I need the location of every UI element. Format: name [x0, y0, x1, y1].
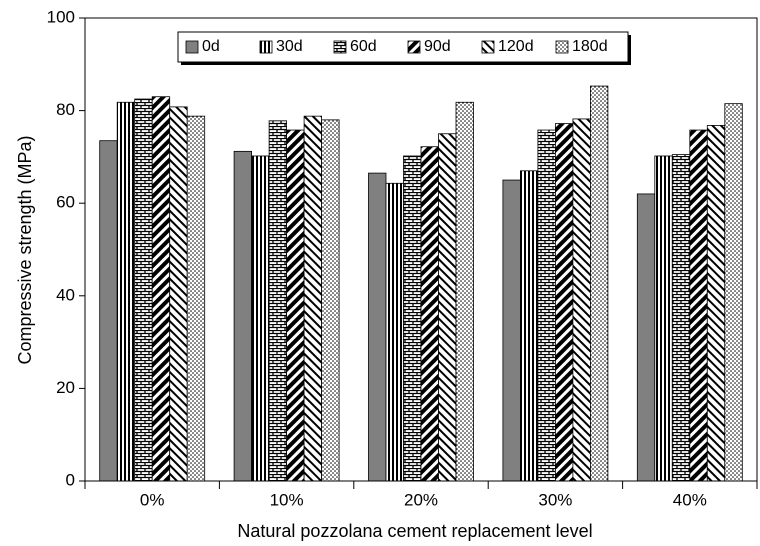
x-tick-label: 40%: [673, 490, 707, 509]
bar: [572, 118, 591, 482]
bar: [368, 172, 387, 482]
bar: [502, 179, 521, 482]
plot-frame: [84, 17, 758, 482]
bar: [169, 106, 188, 482]
legend-swatch: [481, 40, 495, 54]
bar: [455, 101, 474, 482]
bar: [268, 120, 288, 482]
bar: [403, 155, 422, 482]
legend-swatch: [407, 40, 421, 54]
x-tick-label: 30%: [538, 490, 572, 509]
legend-label: 30d: [276, 38, 303, 55]
bar: [286, 129, 305, 482]
bar: [520, 170, 539, 482]
bar: [116, 101, 136, 482]
legend-swatch: [555, 40, 569, 54]
bar: [420, 146, 439, 482]
legend-swatch: [333, 40, 347, 54]
bar: [151, 96, 171, 482]
legend-swatch: [259, 40, 273, 54]
x-axis-title: Natural pozzolana cement replacement lev…: [237, 521, 592, 541]
y-axis-title: Compressive strength (MPa): [15, 135, 35, 364]
bar: [636, 193, 656, 482]
bar: [590, 85, 609, 482]
legend-label: 120d: [498, 38, 534, 55]
y-tick-label: 40: [56, 285, 75, 304]
bar: [233, 150, 253, 482]
y-tick-label: 20: [56, 378, 75, 397]
bar: [706, 125, 726, 482]
legend-label: 90d: [424, 38, 451, 55]
bar: [303, 115, 323, 482]
bar: [671, 154, 691, 482]
x-tick-label: 10%: [270, 490, 304, 509]
bar: [555, 123, 574, 482]
bar: [134, 98, 153, 482]
y-tick-label: 100: [47, 7, 75, 26]
y-tick-label: 60: [56, 193, 75, 212]
y-tick-label: 0: [66, 470, 75, 489]
bar: [99, 140, 118, 482]
legend-swatch: [185, 40, 199, 54]
legend-label: 180d: [572, 38, 608, 55]
bar: [321, 119, 340, 482]
bar: [438, 133, 457, 482]
bar: [186, 115, 206, 482]
x-tick-label: 0%: [140, 490, 165, 509]
legend-label: 60d: [350, 38, 377, 55]
legend-box: [177, 31, 629, 63]
bar: [251, 155, 270, 482]
bar: [724, 103, 743, 482]
x-tick-label: 20%: [404, 490, 438, 509]
legend-label: 0d: [202, 38, 220, 55]
bar: [537, 129, 556, 482]
bar: [654, 155, 673, 482]
bar: [385, 182, 404, 482]
y-tick-label: 80: [56, 100, 75, 119]
bar: [689, 129, 708, 482]
